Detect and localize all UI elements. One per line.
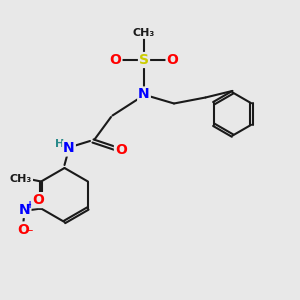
Text: ⁻: ⁻	[26, 226, 32, 240]
Text: S: S	[139, 53, 149, 67]
Text: O: O	[32, 193, 44, 207]
Text: O: O	[17, 223, 29, 236]
Text: O: O	[167, 53, 178, 67]
Text: CH₃: CH₃	[10, 173, 32, 184]
Text: N: N	[19, 203, 30, 217]
Text: +: +	[26, 200, 34, 210]
Text: N: N	[63, 142, 75, 155]
Text: O: O	[115, 143, 127, 157]
Text: N: N	[138, 88, 150, 101]
Text: H: H	[55, 139, 64, 149]
Text: O: O	[110, 53, 122, 67]
Text: CH₃: CH₃	[133, 28, 155, 38]
